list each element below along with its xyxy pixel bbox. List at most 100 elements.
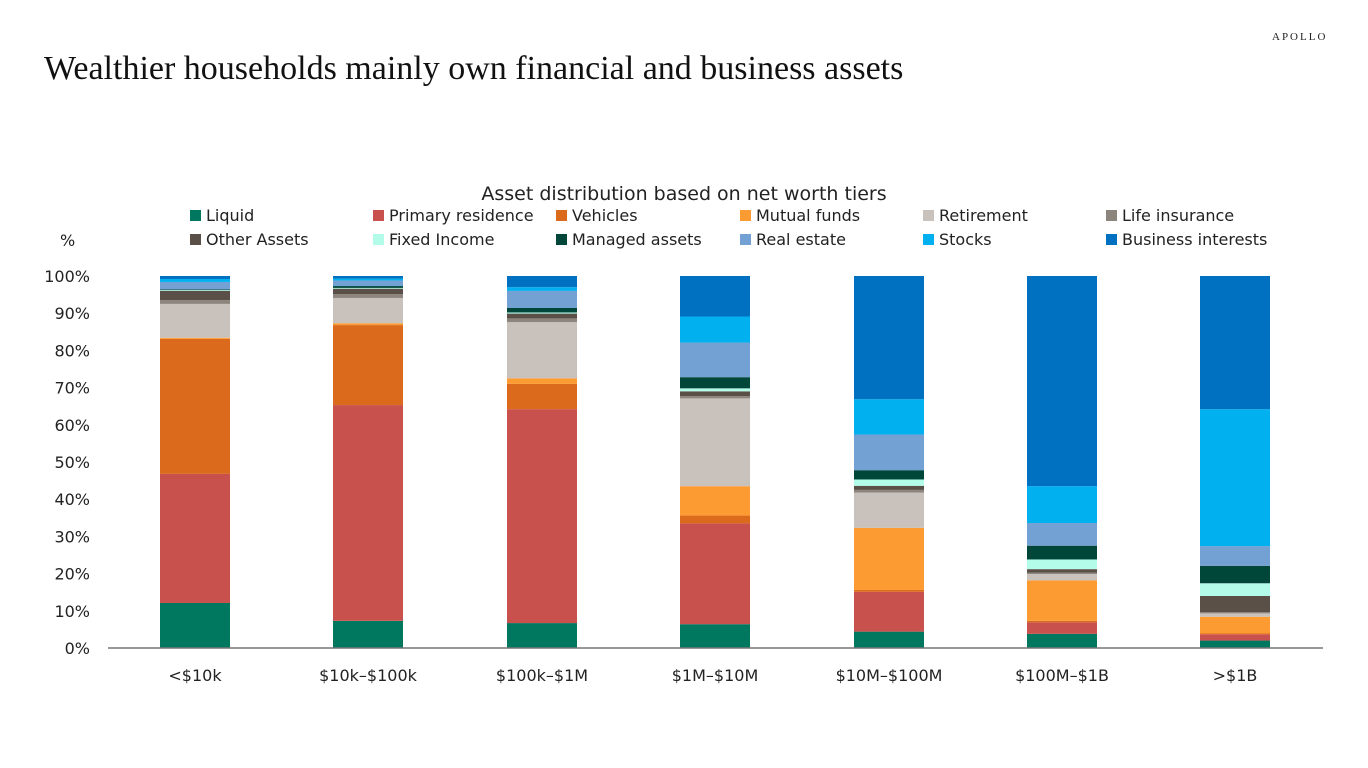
bar-segment [160,602,230,648]
bar-segment [680,523,750,625]
bar-segment [1027,545,1097,560]
bar-segment [333,325,403,406]
x-tick-label: $1M–$10M [672,666,759,685]
bar-segment [507,318,577,323]
bar-segment [333,323,403,326]
y-axis-label: % [60,231,75,250]
bar-segment [160,281,230,290]
bar-segment [160,338,230,474]
bar-segment [1200,634,1270,641]
y-tick-label: 100% [44,267,90,286]
bar-segment [160,276,230,279]
y-tick-label: 50% [54,453,90,472]
bar-segment [507,322,577,379]
bar-segment [1200,595,1270,613]
bar-segment [507,623,577,648]
x-axis: <$10k $10k–$100k $100k–$1M $1M–$10M $10M–$10… [168,666,1257,685]
bar-segment [333,287,403,289]
chart-title: Asset distribution based on net worth ti… [481,183,886,205]
bar-segment [507,378,577,384]
bar-segment [1200,613,1270,617]
bar-segment [680,377,750,389]
bar-segment [1200,640,1270,648]
bar-segment [1027,276,1097,487]
bar-segment [160,303,230,338]
bar-segment [507,313,577,319]
bar-segment [680,486,750,516]
legend-label: Life insurance [1122,206,1234,225]
legend-label: Other Assets [206,230,309,249]
bar-segment [1200,583,1270,596]
legend-swatch [923,234,934,245]
bars [160,276,1270,648]
bar-segment [507,307,577,313]
bar-segment [333,286,403,288]
x-tick-label: >$1B [1213,666,1258,685]
y-tick-label: 60% [54,416,90,435]
legend-swatch [556,210,567,221]
bar-segment [680,342,750,378]
bar-segment [160,473,230,603]
page-title: Wealthier households mainly own financia… [44,50,904,87]
x-tick-label: $10M–$100M [836,666,943,685]
legend-label: Fixed Income [389,230,494,249]
bar-segment [1027,486,1097,524]
bar-segment [160,337,230,339]
bar-segment [1027,573,1097,581]
bar-segment [160,278,230,282]
legend-label: Retirement [939,206,1028,225]
legend-swatch [373,210,384,221]
bar-segment [854,399,924,435]
legend-swatch [923,210,934,221]
bar-segment [854,527,924,590]
bar-segment [680,398,750,487]
y-axis: 0% 10% 20% 30% 40% 50% 60% 70% 80% 90% 100% [44,267,90,658]
bar-segment [680,316,750,343]
bar-segment [160,289,230,291]
bar-segment [854,434,924,471]
bar-segment [1027,572,1097,574]
bar-segment [333,278,403,281]
bar-segment [160,300,230,304]
bar-segment [507,312,577,314]
x-tick-label: $10k–$100k [319,666,418,685]
legend-swatch [556,234,567,245]
bar-segment [854,492,924,528]
bar-segment [333,276,403,279]
bar-segment [333,294,403,298]
legend-swatch [740,210,751,221]
bar-segment [680,396,750,399]
legend-swatch [190,210,201,221]
bar-segment [507,276,577,288]
bar-segment [854,489,924,493]
legend-swatch [373,234,384,245]
legend-label: Mutual funds [756,206,860,225]
bar-segment [680,624,750,648]
bar-segment [680,515,750,524]
bar-segment [854,470,924,480]
x-tick-label: $100k–$1M [496,666,588,685]
bar-segment [507,290,577,308]
bar-segment [854,591,924,632]
bar-segment [507,383,577,410]
bar-segment [507,287,577,291]
legend-label: Real estate [756,230,846,249]
bar-segment [160,290,230,301]
legend-label: Primary residence [389,206,534,225]
bar-segment [1200,612,1270,614]
legend: Liquid Primary residence Vehicles Mutual fu… [190,206,1267,249]
legend-swatch [190,234,201,245]
bar-segment [507,409,577,624]
bar-segment [1027,569,1097,573]
y-tick-label: 20% [54,565,90,584]
bar-segment [1200,565,1270,584]
bar-segment [1027,622,1097,634]
bar-segment [854,276,924,400]
bar-segment [680,388,750,392]
bar-segment [333,297,403,324]
bar-segment [1027,580,1097,621]
bar-segment [854,485,924,490]
bar-segment [1027,559,1097,570]
bar-segment [333,405,403,621]
